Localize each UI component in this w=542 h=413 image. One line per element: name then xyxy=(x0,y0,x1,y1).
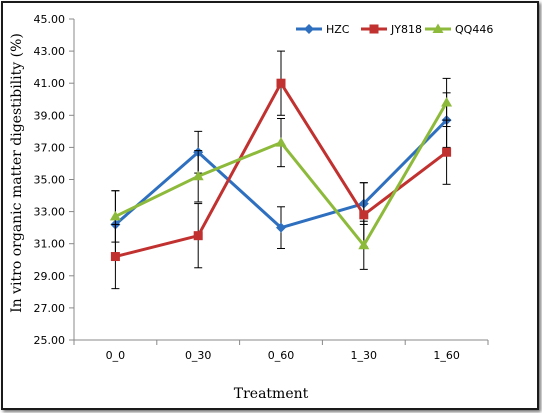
legend-marker-qq446 xyxy=(432,23,444,33)
data-point-qq446 xyxy=(109,210,121,221)
series-qq446 xyxy=(109,77,453,270)
data-point-qq446 xyxy=(358,239,370,250)
y-tick-label: 39.00 xyxy=(34,109,66,122)
y-tick-label: 29.00 xyxy=(34,270,66,283)
x-tick-label: 1_60 xyxy=(433,349,460,362)
y-tick-label: 35.00 xyxy=(34,174,66,187)
data-point-jy818 xyxy=(110,252,120,262)
legend-label-jy818: JY818 xyxy=(390,23,422,36)
series-hzc xyxy=(110,92,452,259)
data-point-hzc xyxy=(276,222,286,233)
x-axis-ticks: 0_0 0_30 0_60 1_30 1_60 xyxy=(73,340,489,362)
y-tick-label: 41.00 xyxy=(34,77,66,90)
legend-item-qq446: QQ446 xyxy=(425,23,493,36)
data-point-jy818 xyxy=(359,210,369,220)
y-tick-label: 27.00 xyxy=(34,302,66,315)
legend-label-hzc: HZC xyxy=(326,23,350,36)
legend-marker-jy818 xyxy=(369,24,379,34)
x-axis-title: Treatment xyxy=(234,386,309,402)
x-tick-label: 0_60 xyxy=(268,349,295,362)
series-layer xyxy=(109,50,453,290)
legend-label-qq446: QQ446 xyxy=(455,23,493,36)
y-axis-title: In vitro organic matter digestibility (%… xyxy=(9,33,25,313)
legend-item-hzc: HZC xyxy=(296,23,350,36)
y-tick-label: 33.00 xyxy=(34,206,66,219)
legend-item-jy818: JY818 xyxy=(361,23,422,36)
data-point-jy818 xyxy=(193,231,203,241)
y-tick-label: 31.00 xyxy=(34,238,66,251)
y-tick-label: 43.00 xyxy=(34,45,66,58)
x-tick-label: 0_0 xyxy=(106,349,126,362)
x-tick-label: 1_30 xyxy=(351,349,378,362)
data-point-qq446 xyxy=(192,170,204,181)
data-point-jy818 xyxy=(276,78,286,88)
y-tick-label: 37.00 xyxy=(34,141,66,154)
legend: HZC JY818 QQ446 xyxy=(296,23,493,36)
data-point-qq446 xyxy=(441,96,453,107)
y-tick-label: 25.00 xyxy=(34,334,66,347)
legend-marker-hzc xyxy=(304,24,314,34)
y-axis-ticks: 25.00 27.00 29.00 31.00 33.00 35.00 37.00 39.00… xyxy=(34,13,74,347)
y-tick-label: 45.00 xyxy=(34,13,66,26)
series-jy818 xyxy=(110,50,452,290)
data-point-jy818 xyxy=(442,147,452,157)
x-tick-label: 0_30 xyxy=(185,349,212,362)
data-point-qq446 xyxy=(275,137,287,147)
